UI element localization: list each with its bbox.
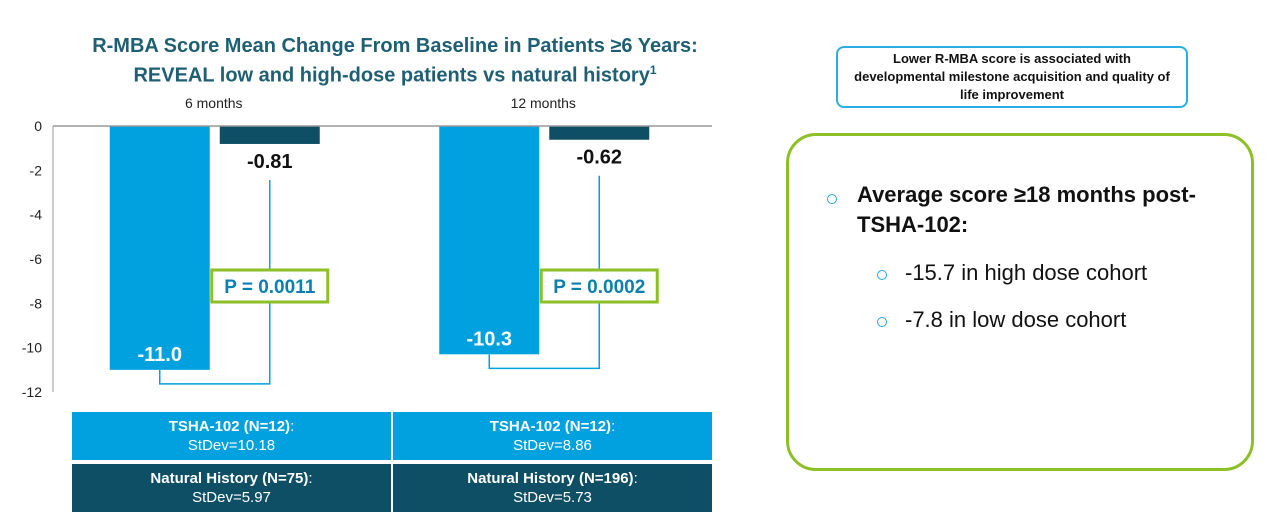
legend-tsha-12mo-stdev: StDev=8.86 — [513, 437, 592, 454]
chart-title-line2-text: REVEAL low and high-dose patients vs nat… — [133, 64, 650, 87]
y-tick-label: -4 — [30, 207, 43, 223]
bar-label-tsha: -10.3 — [466, 328, 512, 350]
p-value-box — [539, 268, 659, 304]
chart-title-line1: R-MBA Score Mean Change From Baseline in… — [92, 35, 698, 57]
category-label: 6 months — [185, 95, 243, 111]
legend-cell-tsha-12mo: TSHA-102 (N=12): StDev=8.86 — [391, 412, 712, 460]
y-tick-label: 0 — [34, 118, 42, 134]
bullet-circle-icon — [827, 194, 837, 204]
legend-cell-nh-6mo: Natural History (N=75): StDev=5.97 — [72, 464, 391, 512]
p-value-box — [210, 268, 330, 304]
y-tick-label: -8 — [30, 295, 43, 311]
legend-row-tsha: TSHA-102 (N=12): StDev=10.18 TSHA-102 (N… — [72, 412, 712, 460]
category-label: 12 months — [511, 95, 576, 111]
legend-nh-12mo-stdev: StDev=5.73 — [513, 489, 592, 506]
legend-cell-tsha-6mo: TSHA-102 (N=12): StDev=10.18 — [72, 412, 391, 460]
bar-label-natural-history: -0.81 — [247, 151, 293, 173]
legend-tsha-6mo-stdev: StDev=10.18 — [187, 437, 276, 454]
legend-cell-nh-12mo: Natural History (N=196): StDev=5.73 — [391, 464, 712, 512]
p-value-label: P = 0.0002 — [553, 277, 645, 298]
bar-tsha — [439, 126, 540, 355]
y-tick-label: -10 — [22, 340, 42, 356]
legend-tsha-6mo-sep: : — [290, 418, 295, 435]
legend-row-natural-history: Natural History (N=75): StDev=5.97 Natur… — [72, 464, 712, 512]
legend-tsha-12mo-label: TSHA-102 (N=12) — [489, 418, 612, 435]
bar-natural-history — [549, 126, 650, 140]
bullet-circle-icon — [877, 270, 887, 280]
legend-nh-6mo-sep: : — [308, 470, 313, 487]
title-footnote: 1 — [649, 63, 657, 77]
callout-box: Lower R-MBA score is associated with dev… — [836, 46, 1188, 108]
summary-item-high-dose: -15.7 in high dose cohort — [905, 260, 1148, 285]
bar-label-tsha: -11.0 — [138, 344, 182, 366]
legend-nh-12mo-sep: : — [633, 470, 638, 487]
bar-label-natural-history: -0.62 — [576, 147, 622, 169]
legend-tsha-6mo-label: TSHA-102 (N=12) — [168, 418, 291, 435]
bullet-circle-icon — [877, 317, 887, 327]
bar-tsha — [109, 126, 210, 370]
bar-chart: 0 -2 -4 -6 -8 -10 -12 6 months -11.0 -0.81 P = 0.0… — [22, 95, 712, 400]
chart-title: R-MBA Score Mean Change From Baseline in… — [30, 34, 760, 88]
legend-table: TSHA-102 (N=12): StDev=10.18 TSHA-102 (N… — [72, 412, 712, 516]
legend-nh-12mo-label: Natural History (N=196) — [467, 470, 634, 487]
summary-item-low-dose: -7.8 in low dose cohort — [905, 307, 1127, 332]
bar-natural-history — [219, 126, 320, 144]
y-tick-label: -6 — [30, 251, 43, 267]
callout-text: Lower R-MBA score is associated with dev… — [854, 51, 1170, 102]
p-value-label: P = 0.0011 — [224, 277, 315, 298]
legend-tsha-12mo-sep: : — [611, 418, 616, 435]
summary-box: Average score ≥18 months post-TSHA-102: … — [786, 133, 1254, 471]
y-tick-label: -12 — [22, 384, 42, 400]
legend-nh-6mo-stdev: StDev=5.97 — [192, 489, 271, 506]
summary-heading: Average score ≥18 months post-TSHA-102: — [857, 182, 1196, 237]
y-tick-label: -2 — [30, 162, 43, 178]
chart-title-line2: REVEAL low and high-dose patients vs nat… — [30, 58, 760, 88]
legend-nh-6mo-label: Natural History (N=75) — [150, 470, 309, 487]
